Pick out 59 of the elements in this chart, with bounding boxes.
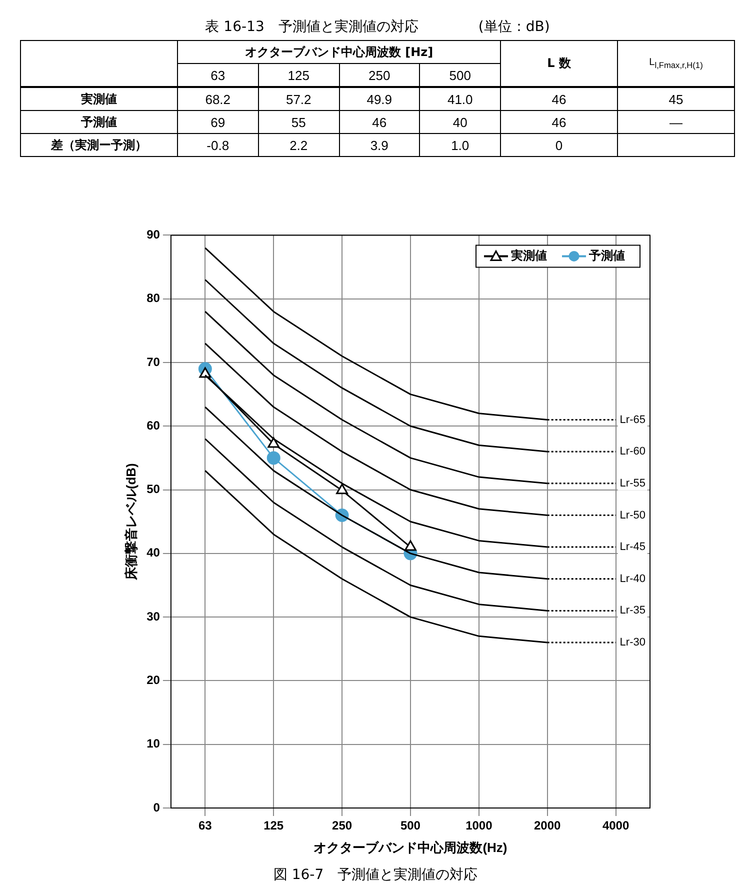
text: L 数 bbox=[500, 40, 618, 87]
series-label: Lr-50 bbox=[620, 509, 646, 522]
y-tick-label: 40 bbox=[146, 546, 160, 560]
text: 45 bbox=[618, 87, 734, 110]
y-tick-label: 60 bbox=[146, 418, 160, 432]
series-label: Lr-40 bbox=[620, 572, 646, 585]
series-label: Lr-35 bbox=[620, 604, 646, 617]
legend-label: 予測値 bbox=[588, 248, 625, 262]
text: 表 16-13 予測値と実測値の対応 bbox=[205, 19, 418, 35]
text: 41.0 bbox=[420, 87, 500, 110]
x-tick-label: 63 bbox=[198, 818, 212, 833]
legend-label: 実測値 bbox=[510, 248, 547, 262]
text: 差（実測ー予測） bbox=[20, 134, 178, 156]
text: 57.2 bbox=[258, 87, 339, 110]
text: 0 bbox=[500, 134, 618, 156]
text: 69 bbox=[178, 110, 258, 134]
y-tick-label: 10 bbox=[146, 736, 160, 751]
y-tick-label: 0 bbox=[153, 800, 160, 814]
series-label: Lr-60 bbox=[620, 446, 646, 458]
text: — bbox=[618, 110, 734, 134]
text: 3.9 bbox=[339, 134, 420, 156]
text: 図 16-7 予測値と実測値の対応 bbox=[272, 866, 479, 884]
y-tick-label: 30 bbox=[146, 609, 160, 624]
y-tick-label: 90 bbox=[146, 228, 160, 242]
text: 予測値 bbox=[20, 110, 178, 134]
series-label: Lr-55 bbox=[620, 477, 646, 490]
y-tick-label: 80 bbox=[146, 291, 160, 306]
text: 68.2 bbox=[178, 87, 258, 110]
y-tick-label: 20 bbox=[146, 673, 160, 688]
series-label: Lr-45 bbox=[620, 541, 646, 554]
text: 49.9 bbox=[339, 87, 420, 110]
x-axis-title: オクターブバンド中心周波数(Hz) bbox=[314, 840, 508, 855]
series-label: Lr-30 bbox=[620, 636, 646, 649]
x-tick-label: 125 bbox=[264, 818, 284, 833]
text: 1.0 bbox=[420, 134, 500, 156]
text: -0.8 bbox=[178, 134, 258, 156]
x-tick-label: 250 bbox=[332, 818, 352, 833]
text: 500 bbox=[420, 64, 500, 87]
text: (単位：dB) bbox=[478, 19, 550, 35]
x-tick-label: 500 bbox=[400, 818, 421, 833]
text: 46 bbox=[339, 110, 420, 134]
text: 55 bbox=[258, 110, 339, 134]
x-tick-label: 4000 bbox=[602, 818, 630, 833]
text: 40 bbox=[420, 110, 500, 134]
y-axis-title: 床衝撃音レベル(dB) bbox=[123, 463, 138, 582]
text: 実測値 bbox=[20, 87, 178, 110]
text: 63 bbox=[178, 64, 258, 87]
x-tick-label: 1000 bbox=[466, 818, 493, 833]
x-tick-label: 2000 bbox=[534, 818, 562, 833]
text: 2.2 bbox=[258, 134, 339, 156]
text: 125 bbox=[258, 64, 339, 87]
text: 46 bbox=[500, 110, 618, 134]
y-tick-label: 70 bbox=[146, 354, 160, 369]
text: L$_{l,Fmax,r,H(1)}$ bbox=[618, 40, 734, 87]
y-tick-label: 50 bbox=[146, 482, 160, 496]
text: 46 bbox=[500, 87, 618, 110]
text: 250 bbox=[339, 64, 420, 87]
text: オクターブバンド中心周波数 [Hz] bbox=[178, 40, 500, 64]
series-label: Lr-65 bbox=[620, 414, 646, 426]
